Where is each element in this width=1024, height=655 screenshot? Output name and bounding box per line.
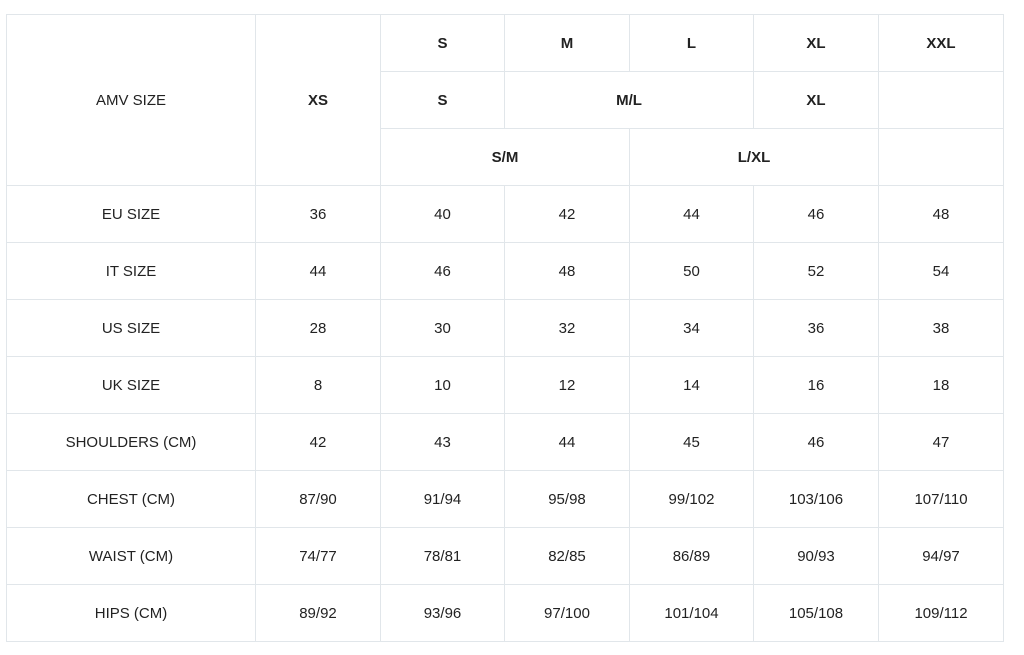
size-xxl: XXL (878, 14, 1004, 72)
table-cell: 42 (504, 185, 630, 243)
table-cell: 87/90 (255, 470, 381, 528)
row-label: US SIZE (6, 299, 256, 357)
empty-cell (878, 128, 1004, 186)
table-row: UK SIZE 8 10 12 14 16 18 (6, 356, 1004, 414)
table-cell: 86/89 (629, 527, 754, 585)
size-lxl: L/XL (629, 128, 879, 186)
table-cell: 93/96 (380, 584, 505, 642)
amv-size-label: AMV SIZE (6, 14, 256, 186)
table-cell: 28 (255, 299, 381, 357)
size-s-alt: S (380, 71, 505, 129)
table-row: SHOULDERS (CM) 42 43 44 45 46 47 (6, 413, 1004, 471)
table-cell: 48 (504, 242, 630, 300)
table-cell: 18 (878, 356, 1004, 414)
table-cell: 89/92 (255, 584, 381, 642)
table-cell: 107/110 (878, 470, 1004, 528)
table-cell: 50 (629, 242, 754, 300)
table-cell: 90/93 (753, 527, 879, 585)
row-label: CHEST (CM) (6, 470, 256, 528)
row-label: UK SIZE (6, 356, 256, 414)
table-cell: 30 (380, 299, 505, 357)
table-cell: 99/102 (629, 470, 754, 528)
size-sm: S/M (380, 128, 630, 186)
header-row-1: AMV SIZE XS S M L XL XXL (6, 14, 1004, 186)
table-row: WAIST (CM) 74/77 78/81 82/85 86/89 90/93 94/97 (6, 527, 1004, 585)
size-xl: XL (753, 14, 879, 72)
table-row: US SIZE 28 30 32 34 36 38 (6, 299, 1004, 357)
table-cell: 47 (878, 413, 1004, 471)
size-xl-alt: XL (753, 71, 879, 129)
table-cell: 74/77 (255, 527, 381, 585)
row-label: HIPS (CM) (6, 584, 256, 642)
table-cell: 78/81 (380, 527, 505, 585)
table-cell: 103/106 (753, 470, 879, 528)
table-row: IT SIZE 44 46 48 50 52 54 (6, 242, 1004, 300)
header-row-2: S M/L XL (7, 71, 1004, 129)
table-cell: 82/85 (504, 527, 630, 585)
table-cell: 16 (753, 356, 879, 414)
table-cell: 54 (878, 242, 1004, 300)
row-label: IT SIZE (6, 242, 256, 300)
row-label: EU SIZE (6, 185, 256, 243)
table-cell: 40 (380, 185, 505, 243)
size-s: S (380, 14, 505, 72)
header-row-3: S/M L/XL (7, 128, 1004, 186)
table-cell: 45 (629, 413, 754, 471)
table-cell: 44 (255, 242, 381, 300)
table-cell: 38 (878, 299, 1004, 357)
table-cell: 34 (629, 299, 754, 357)
table-cell: 46 (753, 413, 879, 471)
table-cell: 52 (753, 242, 879, 300)
table-cell: 10 (380, 356, 505, 414)
table-cell: 43 (380, 413, 505, 471)
table-cell: 46 (753, 185, 879, 243)
table-cell: 12 (504, 356, 630, 414)
table-row: HIPS (CM) 89/92 93/96 97/100 101/104 105/108 1… (6, 584, 1004, 642)
table-cell: 8 (255, 356, 381, 414)
table-cell: 44 (629, 185, 754, 243)
table-cell: 105/108 (753, 584, 879, 642)
row-label: SHOULDERS (CM) (6, 413, 256, 471)
table-cell: 44 (504, 413, 630, 471)
table-cell: 36 (255, 185, 381, 243)
size-xs: XS (255, 14, 381, 186)
table-row: CHEST (CM) 87/90 91/94 95/98 99/102 103/106 10… (6, 470, 1004, 528)
size-ml: M/L (504, 71, 754, 129)
table-row: EU SIZE 36 40 42 44 46 48 (6, 185, 1004, 243)
size-l: L (629, 14, 754, 72)
table-cell: 36 (753, 299, 879, 357)
table-cell: 95/98 (504, 470, 630, 528)
row-label: WAIST (CM) (6, 527, 256, 585)
table-cell: 94/97 (878, 527, 1004, 585)
empty-cell (878, 71, 1004, 129)
table-cell: 14 (629, 356, 754, 414)
table-cell: 97/100 (504, 584, 630, 642)
table-cell: 32 (504, 299, 630, 357)
size-m: M (504, 14, 630, 72)
table-cell: 46 (380, 242, 505, 300)
table-cell: 91/94 (380, 470, 505, 528)
table-cell: 109/112 (878, 584, 1004, 642)
table-cell: 42 (255, 413, 381, 471)
table-cell: 101/104 (629, 584, 754, 642)
size-chart-table: AMV SIZE XS S M L XL XXL S M/L XL S/M L/… (6, 14, 1004, 642)
table-cell: 48 (878, 185, 1004, 243)
